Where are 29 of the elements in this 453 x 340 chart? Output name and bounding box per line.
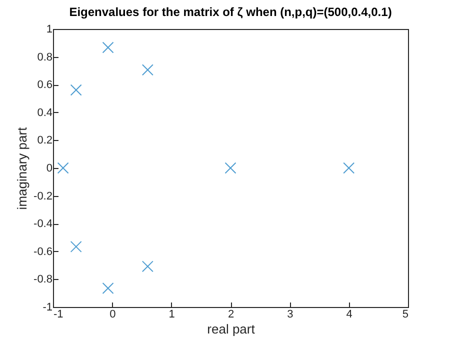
point: [343, 162, 355, 174]
point: [70, 84, 82, 96]
y-tick-label: 0.2: [37, 134, 52, 147]
point: [70, 240, 82, 252]
x-tick-label: 3: [287, 308, 294, 320]
point: [224, 162, 236, 174]
point: [142, 64, 154, 76]
x-tick-label: 1: [168, 308, 175, 320]
x-tick-label: 2: [228, 308, 234, 320]
y-tick-label: 0: [46, 162, 52, 174]
y-tick-label: -0.8: [34, 274, 52, 286]
y-tick-label: -0.4: [34, 218, 52, 230]
point: [142, 260, 154, 272]
y-tick-label: -0.2: [34, 190, 52, 202]
point: [57, 162, 69, 174]
y-tick-label: 0.8: [37, 51, 52, 64]
y-tick-label: -0.6: [34, 246, 52, 258]
y-tick-label: 0.6: [37, 79, 52, 92]
x-tick-label: 5: [402, 308, 408, 320]
y-axis-title: imaginary part: [14, 126, 30, 210]
x-tick-label: 0: [110, 308, 116, 320]
y-tick-label: 0.4: [37, 106, 52, 119]
point: [102, 42, 114, 54]
x-axis-title: real part: [207, 322, 256, 336]
point: [102, 282, 114, 294]
y-tick-label: 1: [46, 24, 52, 36]
x-tick-label: 4: [346, 308, 352, 320]
x-tick-label: -1: [54, 308, 64, 320]
chart-title: Eigenvalues for the matrix of ζ when (n,p,q)=(500,0.4,0.1): [69, 5, 392, 19]
